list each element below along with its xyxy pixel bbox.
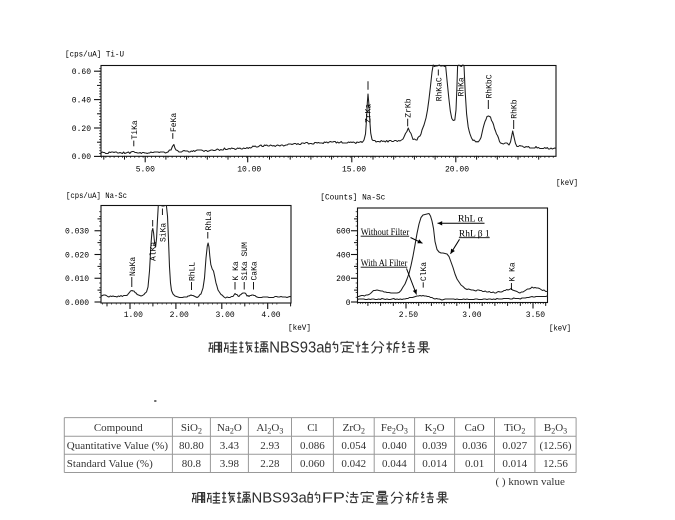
svg-text:1.00: 1.00 bbox=[124, 311, 143, 320]
svg-text:3.98: 3.98 bbox=[220, 458, 240, 470]
svg-text:0.01: 0.01 bbox=[465, 458, 484, 470]
svg-text:80.8: 80.8 bbox=[182, 458, 202, 470]
svg-text:0.010: 0.010 bbox=[65, 275, 89, 284]
svg-text:0.044: 0.044 bbox=[382, 458, 407, 470]
svg-text:Fe2​O3​: Fe2​O3​ bbox=[381, 422, 408, 436]
svg-text:( ) known value: ( ) known value bbox=[496, 476, 565, 488]
svg-text:5.00: 5.00 bbox=[136, 166, 155, 175]
svg-text:Quantitative Value (%): Quantitative Value (%) bbox=[67, 440, 169, 452]
svg-text:SiKa SUM: SiKa SUM bbox=[241, 242, 250, 281]
svg-text:ClKa: ClKa bbox=[420, 262, 429, 281]
svg-text:[keV]: [keV] bbox=[288, 324, 311, 333]
svg-text:CaO: CaO bbox=[465, 422, 485, 434]
svg-text:0.036: 0.036 bbox=[462, 440, 487, 452]
svg-text:Na2​O: Na2​O bbox=[217, 422, 242, 436]
svg-text:0.027: 0.027 bbox=[502, 440, 527, 452]
svg-text:RhKb: RhKb bbox=[511, 99, 520, 118]
svg-text:2.28: 2.28 bbox=[260, 458, 280, 470]
svg-text:SiO2​: SiO2​ bbox=[181, 422, 202, 436]
svg-text:3.00: 3.00 bbox=[215, 311, 234, 320]
svg-text:FeKa: FeKa bbox=[170, 113, 179, 132]
svg-text:TiKa: TiKa bbox=[131, 120, 140, 139]
svg-text:600: 600 bbox=[336, 228, 351, 237]
svg-text:0: 0 bbox=[346, 299, 351, 308]
svg-text:0.60: 0.60 bbox=[72, 68, 91, 77]
svg-text:RhKbC: RhKbC bbox=[485, 74, 494, 98]
svg-text:15.00: 15.00 bbox=[342, 166, 366, 175]
svg-text:0.054: 0.054 bbox=[341, 440, 366, 452]
svg-text:0.00: 0.00 bbox=[72, 153, 91, 162]
svg-text:3.50: 3.50 bbox=[526, 311, 545, 320]
svg-text:[keV]: [keV] bbox=[556, 179, 578, 188]
svg-text:0.086: 0.086 bbox=[300, 440, 325, 452]
svg-text:0.014: 0.014 bbox=[422, 458, 447, 470]
svg-text:ZrKa: ZrKa bbox=[365, 104, 374, 123]
svg-text:[keV]: [keV] bbox=[549, 325, 571, 334]
svg-text:3.43: 3.43 bbox=[220, 440, 240, 452]
svg-text:3.00: 3.00 bbox=[462, 311, 481, 320]
svg-text:200: 200 bbox=[336, 275, 351, 284]
svg-text:Compound: Compound bbox=[94, 422, 143, 434]
svg-text:4.00: 4.00 bbox=[261, 311, 280, 320]
svg-text:RhL β 1: RhL β 1 bbox=[459, 228, 490, 238]
svg-text:400: 400 bbox=[336, 251, 351, 260]
svg-text:2.93: 2.93 bbox=[260, 440, 280, 452]
svg-text:K Ka: K Ka bbox=[508, 262, 517, 281]
svg-text:FP: FP bbox=[322, 490, 345, 507]
svg-text:Without Filter: Without Filter bbox=[361, 227, 410, 237]
svg-text:AlKa: AlKa bbox=[150, 242, 159, 261]
svg-text:TiO2​: TiO2​ bbox=[504, 422, 525, 436]
svg-text:NBS93a: NBS93a bbox=[252, 490, 308, 507]
svg-text:SiKa: SiKa bbox=[159, 223, 168, 242]
svg-text:0.042: 0.042 bbox=[341, 458, 366, 470]
svg-text:NaKa: NaKa bbox=[129, 257, 138, 276]
svg-text:RhKa: RhKa bbox=[457, 77, 466, 96]
svg-text:CaKa: CaKa bbox=[251, 261, 260, 280]
svg-text:0.40: 0.40 bbox=[72, 96, 91, 105]
svg-text:0.020: 0.020 bbox=[65, 251, 89, 260]
svg-text:B2​O3​: B2​O3​ bbox=[544, 422, 567, 436]
svg-text:0.000: 0.000 bbox=[65, 299, 89, 308]
svg-text:Al2​O3​: Al2​O3​ bbox=[256, 422, 283, 436]
svg-text:0.030: 0.030 bbox=[65, 228, 89, 237]
svg-text:[Counts] Na-Sc: [Counts] Na-Sc bbox=[320, 193, 385, 202]
svg-text:RhL α: RhL α bbox=[458, 214, 483, 224]
svg-text:12.56: 12.56 bbox=[543, 458, 568, 470]
svg-text:(12.56): (12.56) bbox=[539, 440, 571, 452]
svg-text:0.014: 0.014 bbox=[502, 458, 527, 470]
svg-text:Cl: Cl bbox=[307, 422, 317, 434]
svg-text:0.20: 0.20 bbox=[72, 125, 91, 134]
svg-text:ZrO2​: ZrO2​ bbox=[343, 422, 365, 436]
svg-text:0.039: 0.039 bbox=[422, 440, 447, 452]
svg-text:NBS93a: NBS93a bbox=[269, 339, 325, 356]
svg-text:ZrKb: ZrKb bbox=[405, 98, 414, 117]
svg-text:RhLL: RhLL bbox=[189, 262, 198, 281]
svg-text:0.060: 0.060 bbox=[300, 458, 325, 470]
svg-text:10.00: 10.00 bbox=[237, 166, 261, 175]
svg-text:K Ka: K Ka bbox=[232, 261, 241, 280]
svg-text:0.040: 0.040 bbox=[382, 440, 407, 452]
svg-text:Standard Value (%): Standard Value (%) bbox=[67, 458, 153, 470]
svg-text:[cps/uA] Na-Sc: [cps/uA] Na-Sc bbox=[66, 192, 127, 201]
svg-text:K2​O: K2​O bbox=[425, 422, 445, 436]
svg-text:20.00: 20.00 bbox=[445, 166, 469, 175]
svg-text:With Al Filter: With Al Filter bbox=[361, 258, 408, 268]
svg-text:RhLa: RhLa bbox=[205, 211, 214, 230]
svg-text:80.80: 80.80 bbox=[179, 440, 204, 452]
svg-text:RhKaC: RhKaC bbox=[435, 77, 444, 101]
svg-text:2.50: 2.50 bbox=[399, 311, 418, 320]
svg-text:[cps/uA] Ti-U: [cps/uA] Ti-U bbox=[65, 50, 124, 59]
svg-text:2.00: 2.00 bbox=[170, 311, 189, 320]
